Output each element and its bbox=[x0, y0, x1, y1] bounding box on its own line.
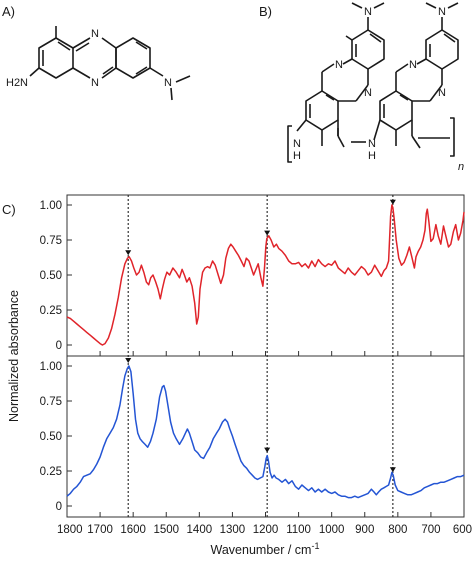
x-tick-label-1500: 1500 bbox=[153, 524, 179, 536]
peak-marker-bottom-1195 bbox=[264, 447, 271, 453]
peak-marker-bottom-1615 bbox=[125, 358, 132, 363]
x-tick-label-1400: 1400 bbox=[187, 524, 213, 536]
y-tick-label-bottom-4: 1.00 bbox=[40, 361, 62, 373]
panel-label-c: C) bbox=[2, 202, 16, 217]
plot-frame-top bbox=[66, 194, 465, 357]
atom-ring-n-2: N bbox=[364, 87, 372, 99]
atom-top-n-right: N bbox=[438, 6, 446, 18]
panel-label-a: A) bbox=[2, 4, 15, 19]
series-layer bbox=[66, 204, 465, 499]
peak-marker-top-815 bbox=[389, 199, 396, 205]
atom-repeat-n: n bbox=[458, 161, 464, 173]
x-tick-label-1000: 1000 bbox=[319, 524, 345, 536]
atom-nh-mid-h: H bbox=[368, 150, 376, 162]
x-tick-label-600: 600 bbox=[453, 524, 472, 536]
y-tick-label-bottom-2: 0.50 bbox=[40, 431, 62, 443]
atom-ring-n-top: N bbox=[91, 28, 99, 40]
y-tick-label-bottom-3: 0.75 bbox=[40, 396, 62, 408]
x-tick-label-900: 900 bbox=[355, 524, 374, 536]
atom-top-n-left: N bbox=[364, 6, 372, 18]
x-tick-label-1100: 1100 bbox=[286, 524, 311, 536]
y-ticks-top: 0 0.25 0.50 0.75 1.00 bbox=[40, 200, 72, 352]
atom-amine: H2N bbox=[6, 77, 28, 89]
peak-marker-top-1195 bbox=[264, 230, 271, 236]
series-line-bottom bbox=[66, 365, 465, 499]
x-tick-label-1200: 1200 bbox=[253, 524, 279, 536]
atom-nh-left-h: H bbox=[293, 150, 301, 162]
y-axis-title: Normalized absorbance bbox=[7, 290, 21, 422]
x-ticks: 1800 1700 1600 1500 1400 1300 1200 1100 1000 900 8… bbox=[57, 351, 472, 536]
y-tick-label-top-4: 1.00 bbox=[40, 200, 62, 212]
atom-nh-left: N bbox=[293, 138, 301, 150]
y-tick-label-top-0: 0 bbox=[56, 340, 62, 352]
molecule-a bbox=[29, 26, 191, 101]
peak-markers bbox=[125, 199, 396, 473]
y-tick-label-top-3: 0.75 bbox=[40, 235, 62, 247]
panel-label-b: B) bbox=[259, 4, 272, 19]
x-tick-label-1700: 1700 bbox=[87, 524, 113, 536]
atom-nh-mid: N bbox=[368, 138, 376, 150]
series-line-top bbox=[66, 204, 465, 346]
x-axis-title-exponent: -1 bbox=[311, 541, 319, 551]
peak-marker-bottom-815 bbox=[389, 467, 396, 473]
atom-ring-n-1: N bbox=[335, 59, 343, 71]
molecule-b bbox=[287, 2, 459, 163]
reference-lines bbox=[127, 195, 394, 517]
y-tick-label-bottom-0: 0 bbox=[56, 501, 62, 513]
y-tick-label-top-2: 0.50 bbox=[40, 270, 62, 282]
chart-c: 0 0.25 0.50 0.75 1.00 0 0.25 0.50 0.75 1.00 1800… bbox=[7, 194, 472, 557]
peak-marker-top-1615 bbox=[125, 250, 132, 256]
atom-ring-n-4: N bbox=[438, 87, 446, 99]
y-tick-label-bottom-1: 0.25 bbox=[40, 466, 62, 478]
x-tick-label-800: 800 bbox=[388, 524, 407, 536]
y-tick-label-top-1: 0.25 bbox=[40, 305, 62, 317]
x-tick-label-700: 700 bbox=[421, 524, 440, 536]
x-axis-title-main: Wavenumber / cm bbox=[211, 543, 312, 557]
x-tick-label-1800: 1800 bbox=[57, 524, 83, 536]
x-tick-label-1300: 1300 bbox=[220, 524, 246, 536]
atom-ring-n-bottom: N bbox=[91, 77, 99, 89]
y-ticks-bottom: 0 0.25 0.50 0.75 1.00 bbox=[40, 361, 72, 513]
atom-dimethylamino: N bbox=[164, 77, 172, 89]
atom-ring-n-3: N bbox=[409, 59, 417, 71]
x-axis-title: Wavenumber / cm-1 bbox=[211, 541, 320, 557]
x-tick-label-1600: 1600 bbox=[120, 524, 146, 536]
